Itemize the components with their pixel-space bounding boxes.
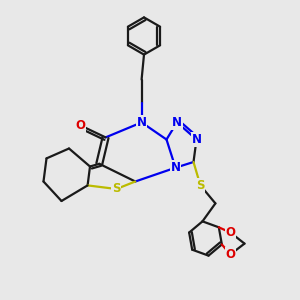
Text: N: N xyxy=(191,133,202,146)
Text: O: O xyxy=(225,248,236,261)
Text: N: N xyxy=(136,116,147,129)
Text: S: S xyxy=(112,182,121,196)
Text: N: N xyxy=(170,161,181,174)
Text: O: O xyxy=(225,226,236,239)
Text: O: O xyxy=(75,119,85,132)
Text: N: N xyxy=(172,116,182,129)
Text: S: S xyxy=(196,179,205,192)
